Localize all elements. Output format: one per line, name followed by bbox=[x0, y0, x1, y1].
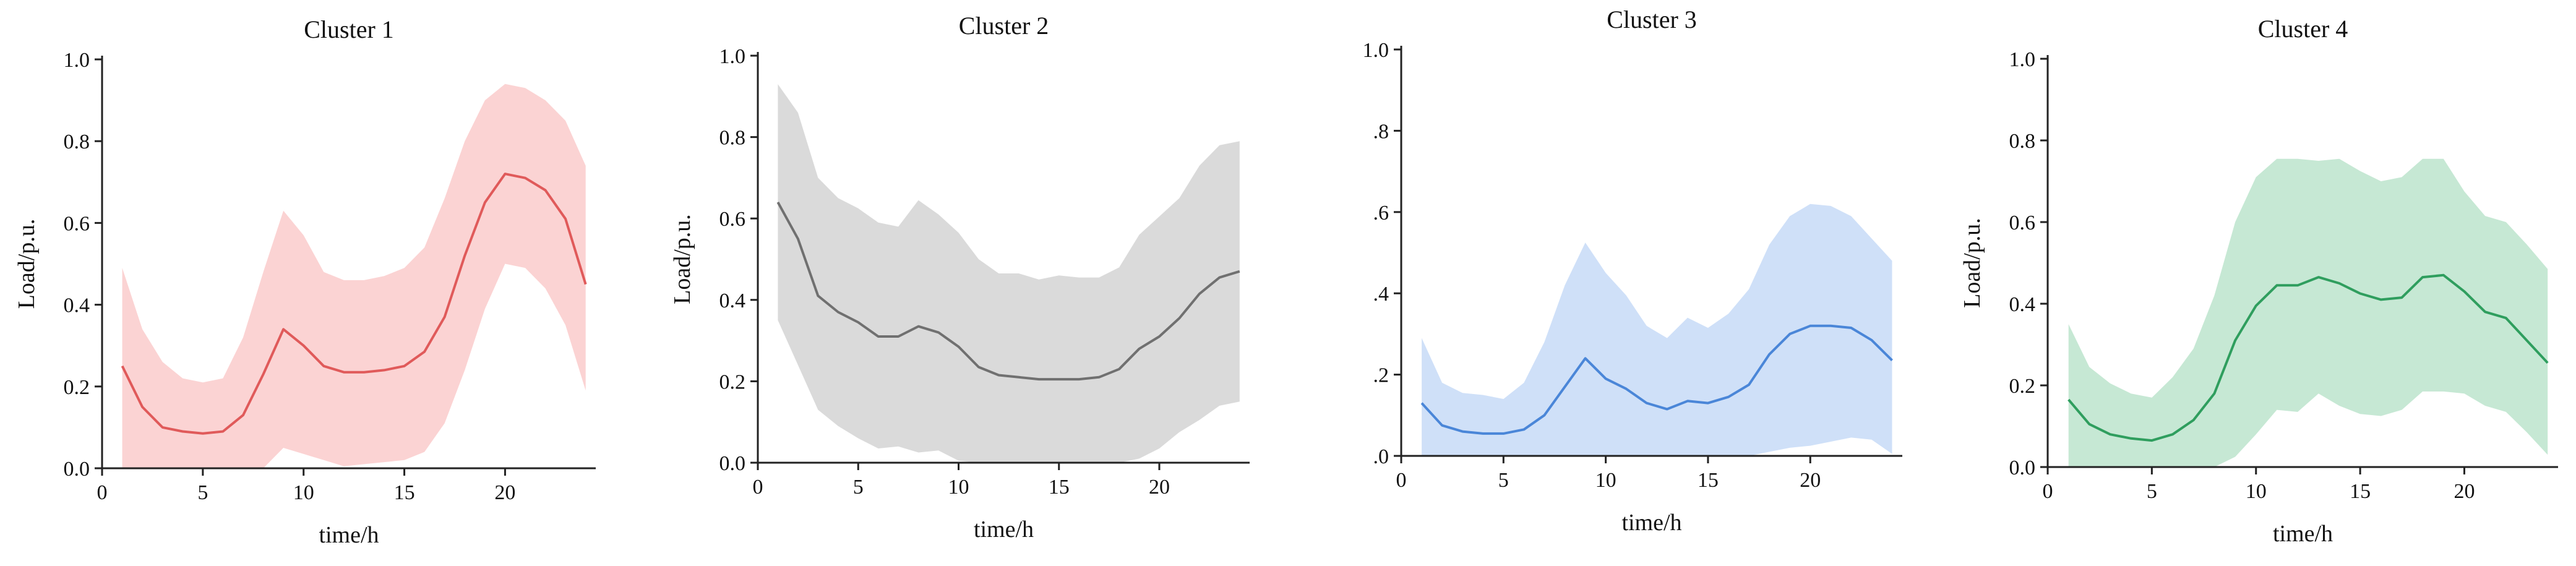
y-tick-label: 0.8 bbox=[2009, 130, 2036, 153]
chart-panel-3: .0 .2 .4 .6 .8 1.0 0 5 10 15 20 Cluster 3 time/h bbox=[1363, 6, 1902, 536]
mean-line bbox=[2067, 273, 2549, 442]
x-tick-label: 15 bbox=[394, 481, 415, 504]
y-tick-label: 0.8 bbox=[719, 127, 746, 150]
confidence-band bbox=[1422, 204, 1892, 456]
y-tick-label: 0.2 bbox=[64, 376, 90, 399]
x-tick-label: 20 bbox=[2454, 480, 2475, 503]
x-tick-label: 20 bbox=[1800, 469, 1821, 492]
y-axis-title: Load/p.u. bbox=[669, 214, 695, 304]
x-tick-label: 0 bbox=[97, 481, 108, 504]
x-tick-label: 20 bbox=[494, 481, 515, 504]
y-tick-label: .8 bbox=[1373, 120, 1389, 143]
y-tick-label: 0.6 bbox=[719, 208, 746, 231]
x-tick-label: 20 bbox=[1149, 476, 1170, 499]
x-tick-label: 10 bbox=[1595, 469, 1616, 492]
y-axis-title: Load/p.u. bbox=[1959, 218, 1985, 308]
y-tick-label: 0.6 bbox=[64, 212, 90, 235]
confidence-band bbox=[778, 84, 1240, 463]
y-tick-label: 0.4 bbox=[719, 289, 746, 312]
mean-line bbox=[776, 201, 1240, 381]
confidence-band bbox=[122, 84, 586, 468]
y-tick-label: 0.4 bbox=[64, 294, 90, 317]
chart-title: Cluster 3 bbox=[1607, 6, 1697, 33]
y-tick-label: 1.0 bbox=[1363, 39, 1389, 62]
y-tick-label: .6 bbox=[1373, 202, 1389, 225]
mean-line bbox=[121, 173, 587, 435]
chart-title: Cluster 1 bbox=[304, 15, 394, 43]
x-tick-label: 10 bbox=[948, 476, 969, 499]
x-tick-label: 5 bbox=[853, 476, 864, 499]
confidence-band bbox=[2068, 158, 2548, 467]
x-tick-label: 0 bbox=[2043, 480, 2053, 503]
x-tick-label: 15 bbox=[1698, 469, 1719, 492]
x-tick-label: 0 bbox=[753, 476, 763, 499]
x-tick-label: 0 bbox=[1396, 469, 1407, 492]
chart-title: Cluster 2 bbox=[959, 12, 1049, 40]
y-tick-label: 1.0 bbox=[64, 49, 90, 72]
chart-panel-1: 0.0 0.2 0.4 0.6 0.8 1.0 0 5 10 15 20 Cluster 1 time/… bbox=[14, 15, 596, 548]
y-tick-label: .0 bbox=[1373, 445, 1389, 468]
y-tick-label: 1.0 bbox=[719, 45, 746, 68]
y-tick-label: 0.8 bbox=[64, 131, 90, 153]
x-tick-label: 10 bbox=[293, 481, 314, 504]
y-tick-label: 0.4 bbox=[2009, 293, 2036, 316]
x-axis-title: time/h bbox=[319, 522, 379, 548]
chart-panel-4: 0.0 0.2 0.4 0.6 0.8 1.0 0 5 10 15 20 Cluster 4 time/… bbox=[1959, 15, 2558, 547]
x-tick-label: 15 bbox=[1049, 476, 1070, 499]
y-tick-label: 0.2 bbox=[2009, 375, 2036, 398]
x-axis-title: time/h bbox=[974, 517, 1034, 542]
chart-panel-2: 0.0 0.2 0.4 0.6 0.8 1.0 0 5 10 15 20 Cluster 2 time/… bbox=[669, 12, 1250, 542]
chart-title: Cluster 4 bbox=[2258, 15, 2348, 43]
y-tick-label: .4 bbox=[1373, 283, 1389, 306]
x-tick-label: 10 bbox=[2246, 480, 2267, 503]
x-axis-title: time/h bbox=[1621, 510, 1681, 536]
y-tick-label: 0.0 bbox=[2009, 457, 2036, 479]
mean-line bbox=[1420, 324, 1893, 435]
x-tick-label: 5 bbox=[1498, 469, 1509, 492]
y-tick-label: 0.0 bbox=[719, 452, 746, 475]
x-axis-title: time/h bbox=[2273, 521, 2333, 547]
y-axis-title: Load/p.u. bbox=[14, 219, 40, 309]
x-tick-label: 5 bbox=[197, 481, 208, 504]
y-tick-label: .2 bbox=[1373, 364, 1389, 387]
y-tick-label: 0.2 bbox=[719, 371, 746, 393]
x-tick-label: 5 bbox=[2147, 480, 2157, 503]
y-tick-label: 0.6 bbox=[2009, 212, 2036, 234]
y-tick-label: 1.0 bbox=[2009, 48, 2036, 71]
x-tick-label: 15 bbox=[2350, 480, 2371, 503]
y-tick-label: 0.0 bbox=[64, 458, 90, 481]
